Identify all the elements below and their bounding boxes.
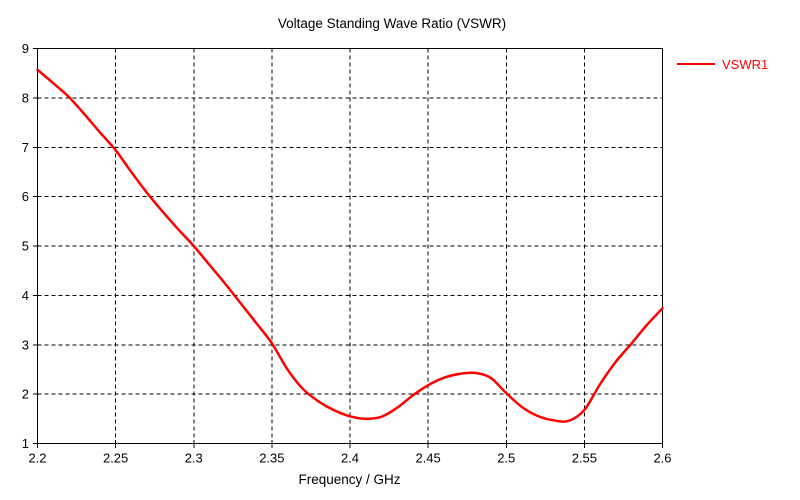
y-tick-label: 1 — [22, 436, 29, 451]
chart-title: Voltage Standing Wave Ratio (VSWR) — [277, 16, 507, 31]
x-tick-label: 2.6 — [653, 451, 671, 466]
y-tick-label: 3 — [22, 337, 29, 352]
x-tick-label: 2.35 — [259, 451, 284, 466]
x-tick-label: 2.5 — [497, 451, 515, 466]
y-tick-label: 9 — [22, 41, 29, 56]
y-tick-label: 7 — [22, 140, 29, 155]
y-tick-label: 6 — [22, 189, 29, 204]
x-tick-label: 2.4 — [341, 451, 359, 466]
x-tick-label: 2.2 — [28, 451, 46, 466]
x-tick-label: 2.45 — [415, 451, 440, 466]
legend: VSWR1 — [677, 56, 768, 72]
x-tick-label: 2.25 — [103, 451, 128, 466]
y-tick-label: 2 — [22, 387, 29, 402]
x-tick-label: 2.55 — [572, 451, 597, 466]
legend-line-swatch — [677, 63, 715, 65]
y-tick-label: 8 — [22, 90, 29, 105]
x-axis-label: Frequency / GHz — [298, 472, 401, 487]
x-tick-label: 2.3 — [185, 451, 203, 466]
y-tick-label: 5 — [22, 239, 29, 254]
vswr-curve — [36, 68, 664, 423]
y-tick-label: 4 — [22, 288, 29, 303]
legend-series-label: VSWR1 — [722, 56, 769, 72]
